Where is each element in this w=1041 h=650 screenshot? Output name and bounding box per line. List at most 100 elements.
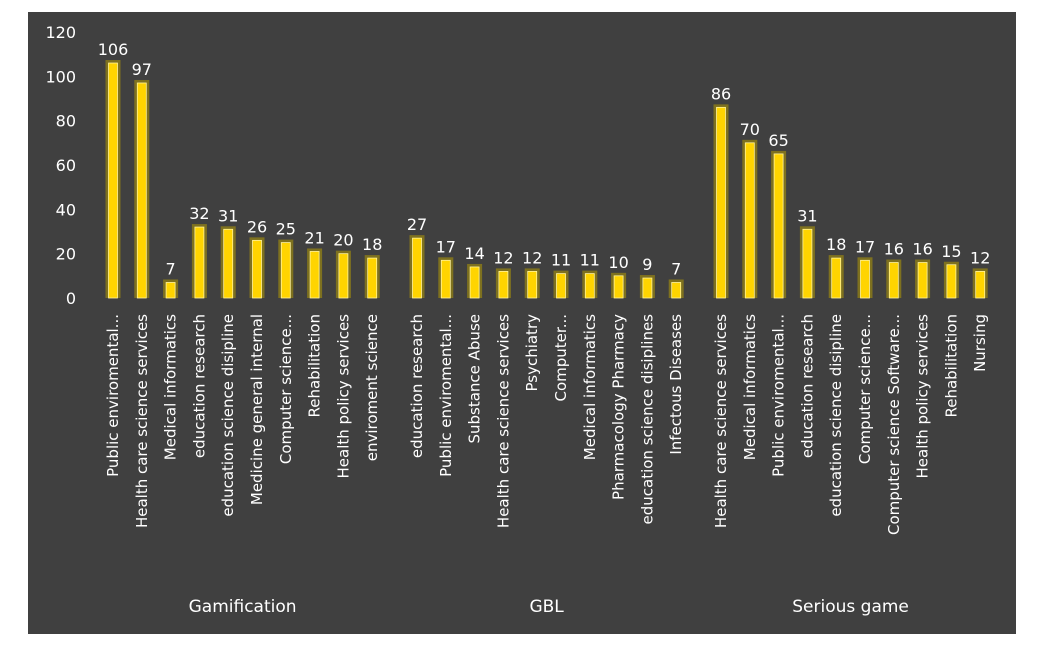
y-tick-label: 40 xyxy=(56,200,76,219)
bar xyxy=(527,270,538,299)
group-label: Serious game xyxy=(792,597,909,617)
bar xyxy=(831,257,842,299)
category-label: Infectous Diseases xyxy=(667,314,685,455)
bar-value-label: 20 xyxy=(333,231,353,250)
bar-value-label: 15 xyxy=(941,242,961,261)
bar-value-label: 16 xyxy=(884,240,904,259)
bar xyxy=(802,228,813,299)
bar-value-label: 17 xyxy=(855,237,875,256)
category-label: Public enviromental... xyxy=(104,314,122,477)
bar xyxy=(556,273,566,299)
bar-value-label: 32 xyxy=(189,204,209,223)
bar-value-label: 18 xyxy=(826,235,846,254)
bar xyxy=(280,242,291,299)
category-label: education science disipline xyxy=(219,314,237,517)
bar-value-label: 18 xyxy=(362,235,382,254)
chart-panel: 0 20 40 60 80 100 120 106 Public enviromental...… xyxy=(28,12,1016,634)
bar xyxy=(367,257,378,299)
category-label: Medical informatics xyxy=(741,314,759,460)
bar xyxy=(165,282,176,299)
category-label: Public enviromental... xyxy=(437,314,455,477)
category-label: Public enviromental... xyxy=(770,314,788,477)
category-label: education science disiplines xyxy=(638,314,656,525)
bar-value-label: 9 xyxy=(642,255,652,274)
bar xyxy=(223,228,234,299)
bar-value-label: 16 xyxy=(912,240,932,259)
bar xyxy=(671,282,682,299)
y-tick-label: 0 xyxy=(66,289,76,308)
bar xyxy=(584,273,595,299)
bar xyxy=(194,226,205,299)
y-tick-label: 80 xyxy=(56,112,76,131)
bar-value-label: 12 xyxy=(493,248,513,267)
group-label: GBL xyxy=(529,597,564,617)
category-label: Pharmacology Pharmacy xyxy=(610,314,628,500)
bar xyxy=(252,239,262,299)
bar-value-label: 26 xyxy=(247,217,267,236)
bar xyxy=(309,251,320,299)
category-label: Nursing xyxy=(971,314,989,372)
category-label: education science disipline xyxy=(827,314,845,517)
y-tick-label: 60 xyxy=(56,156,76,175)
category-label: Health care science services xyxy=(712,314,730,528)
bar-value-label: 70 xyxy=(740,120,760,139)
category-label: Rehabilitation xyxy=(942,314,960,418)
bar-value-label: 7 xyxy=(671,259,681,278)
category-label: Computer science... xyxy=(856,314,874,464)
category-label: Psychiatry xyxy=(523,314,541,392)
category-label: Health policy services xyxy=(914,314,932,479)
category-label: Health policy services xyxy=(334,314,352,479)
bar xyxy=(440,259,451,299)
bar-value-label: 97 xyxy=(132,60,152,79)
bar xyxy=(469,266,480,299)
bar-value-label: 31 xyxy=(218,206,238,225)
bar-value-label: 11 xyxy=(580,251,600,270)
bar xyxy=(975,270,986,299)
category-label: Computer science Software... xyxy=(885,314,903,535)
category-label: education research xyxy=(408,314,426,458)
category-label: Health care science services xyxy=(494,314,512,528)
bar xyxy=(888,262,899,299)
bar xyxy=(860,259,870,299)
bar-value-label: 10 xyxy=(608,253,628,272)
category-label: Rehabilitation xyxy=(306,314,324,418)
bar xyxy=(338,253,349,299)
bar xyxy=(917,262,928,299)
bar-value-label: 14 xyxy=(464,244,484,263)
bar-chart: 0 20 40 60 80 100 120 106 Public enviromental...… xyxy=(45,23,990,617)
category-label: Medicine general internal xyxy=(248,314,266,505)
category-label: Computer... xyxy=(552,314,570,402)
bar xyxy=(642,277,653,299)
category-label: education research xyxy=(190,314,208,458)
bar xyxy=(136,82,147,299)
bar-value-label: 65 xyxy=(768,131,788,150)
bar xyxy=(412,237,422,299)
bar-value-label: 21 xyxy=(304,228,324,247)
y-tick-label: 20 xyxy=(56,245,76,264)
bar-value-label: 17 xyxy=(436,237,456,256)
bar xyxy=(744,142,755,299)
bar-value-label: 86 xyxy=(711,84,731,103)
bar-value-label: 11 xyxy=(551,251,571,270)
y-tick-label: 100 xyxy=(45,67,76,86)
category-label: Substance Abuse xyxy=(466,314,484,444)
bar-value-label: 27 xyxy=(407,215,427,234)
bar xyxy=(108,62,118,299)
category-label: Medical informatics xyxy=(581,314,599,460)
bar xyxy=(773,153,784,299)
bar xyxy=(613,275,624,299)
bar-value-label: 25 xyxy=(276,220,296,239)
category-label: Computer science... xyxy=(277,314,295,464)
bar-value-label: 31 xyxy=(797,206,817,225)
category-label: education research xyxy=(798,314,816,458)
category-label: enviroment science xyxy=(363,314,381,461)
bar xyxy=(716,106,726,299)
bar-value-label: 12 xyxy=(970,248,990,267)
group-label: Gamification xyxy=(189,597,297,617)
bar xyxy=(946,264,957,299)
bar xyxy=(498,270,509,299)
bar-value-label: 7 xyxy=(166,259,176,278)
category-label: Health care science services xyxy=(133,314,151,528)
bar-value-label: 106 xyxy=(98,40,129,59)
bar-value-label: 12 xyxy=(522,248,542,267)
